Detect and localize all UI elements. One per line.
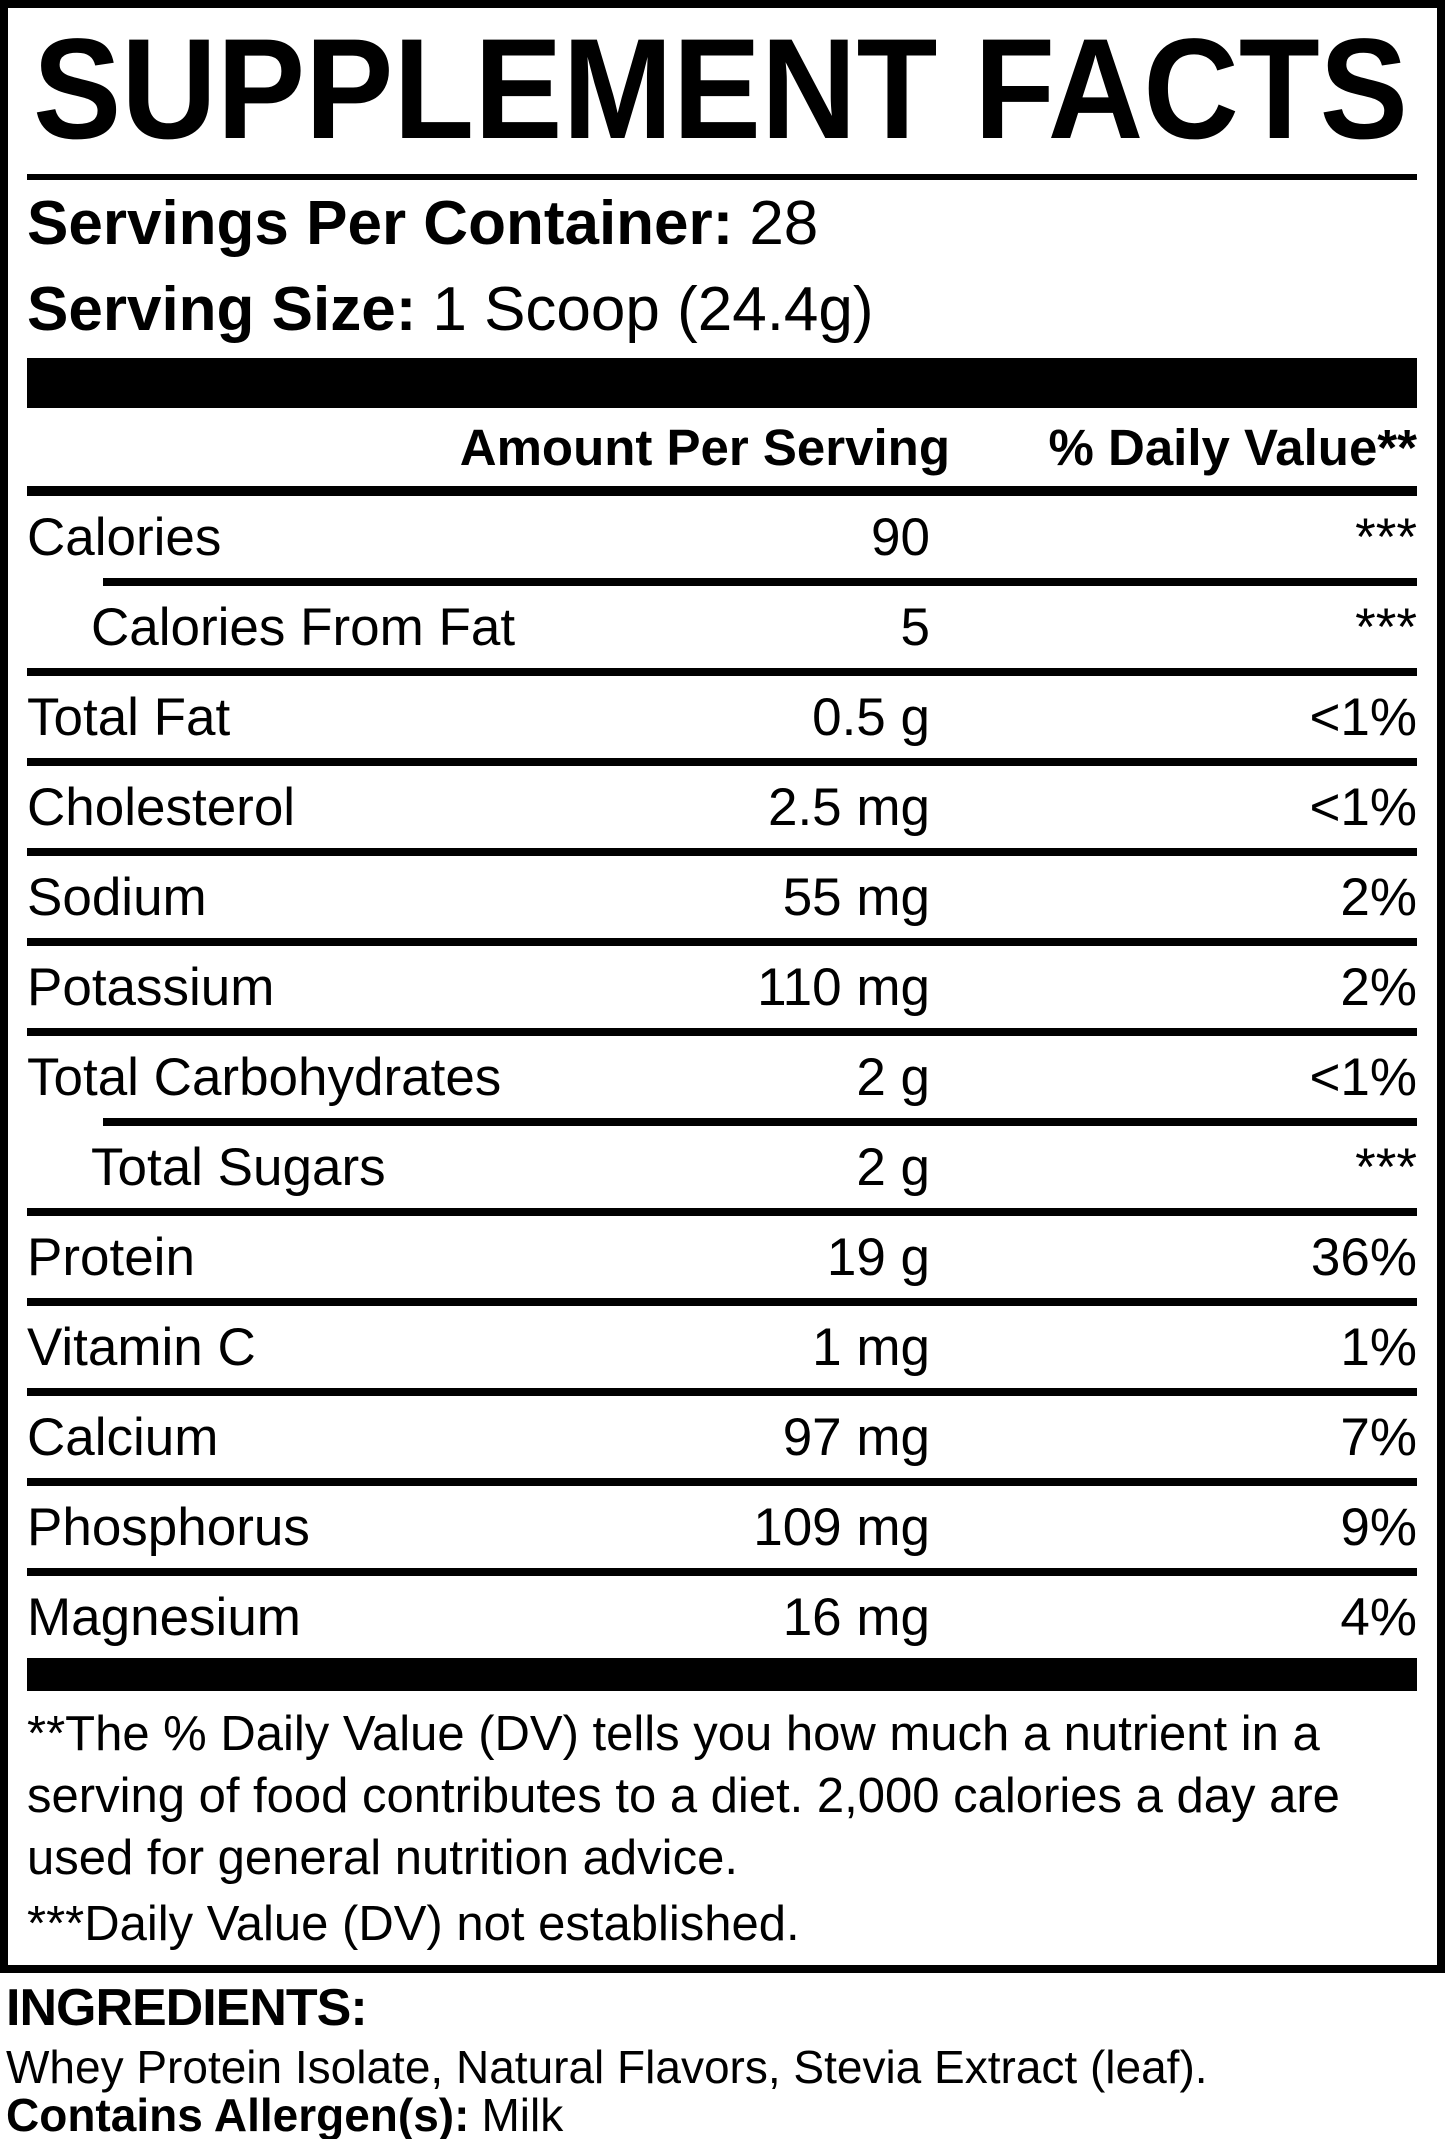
section-divider-bar-top (27, 358, 1417, 408)
row-separator (27, 1028, 1417, 1036)
row-separator (27, 1388, 1417, 1396)
row-separator (27, 1478, 1417, 1486)
panel-title-wrap: SUPPLEMENT FACTS (27, 34, 1417, 146)
serving-size-line: Serving Size: 1 Scoop (24.4g) (27, 266, 1417, 352)
row-separator (27, 1568, 1417, 1576)
footnotes: **The % Daily Value (DV) tells you how m… (27, 1691, 1417, 1955)
nutrient-amount: 2 g (856, 1137, 930, 1197)
table-row: Calories From Fat 5 *** (27, 586, 1417, 668)
nutrient-name: Total Carbohydrates (27, 1047, 502, 1107)
nutrient-amount: 110 mg (757, 957, 930, 1017)
allergen-line: Contains Allergen(s): Milk (6, 2091, 1445, 2139)
row-separator (27, 758, 1417, 766)
table-row: Calories 90 *** (27, 496, 1417, 578)
nutrient-name: Phosphorus (27, 1497, 310, 1557)
nutrient-amount: 1 mg (812, 1317, 930, 1377)
daily-value-footnote: **The % Daily Value (DV) tells you how m… (27, 1707, 1340, 1885)
panel-title-svg: SUPPLEMENT FACTS (33, 34, 1408, 146)
ingredients-list: Whey Protein Isolate, Natural Flavors, S… (6, 2041, 1208, 2093)
row-separator (27, 1208, 1417, 1216)
nutrient-name: Cholesterol (27, 777, 296, 837)
nutrient-amount: 97 mg (782, 1407, 930, 1467)
table-header-row: Amount Per Serving % Daily Value** (27, 408, 1417, 496)
nutrient-amount: 16 mg (782, 1587, 930, 1647)
serving-size-label: Serving Size: (27, 274, 417, 344)
table-row: Magnesium 16 mg 4% (27, 1576, 1417, 1658)
row-separator (27, 848, 1417, 856)
nutrient-amount: 5 (900, 597, 930, 657)
not-established-footnote: ***Daily Value (DV) not established. (27, 1897, 800, 1951)
nutrient-daily-value: 9% (1340, 1497, 1417, 1557)
nutrient-name: Vitamin C (27, 1317, 256, 1377)
row-separator (27, 668, 1417, 676)
servings-per-container-label: Servings Per Container: (27, 188, 734, 258)
nutrient-amount: 0.5 g (812, 687, 930, 747)
allergen-value: Milk (481, 2089, 564, 2139)
serving-size-value: 1 Scoop (24.4g) (432, 274, 874, 344)
section-divider-bar-bottom (27, 1658, 1417, 1691)
table-row: Sodium 55 mg 2% (27, 856, 1417, 938)
nutrient-daily-value: 4% (1340, 1587, 1417, 1647)
nutrient-amount: 109 mg (753, 1497, 930, 1557)
table-row: Total Fat 0.5 g <1% (27, 676, 1417, 758)
nutrient-name: Total Sugars (91, 1137, 386, 1197)
table-row: Phosphorus 109 mg 9% (27, 1486, 1417, 1568)
ingredients-section: INGREDIENTS: Whey Protein Isolate, Natur… (6, 1981, 1445, 2139)
nutrient-amount: 2.5 mg (767, 777, 930, 837)
nutrient-daily-value: 2% (1340, 957, 1417, 1017)
nutrient-name: Total Fat (27, 687, 231, 747)
nutrient-daily-value: *** (1355, 507, 1417, 567)
row-separator (103, 578, 1417, 586)
page-title: SUPPLEMENT FACTS (33, 34, 1408, 146)
servings-per-container-value: 28 (749, 188, 819, 258)
table-row: Cholesterol 2.5 mg <1% (27, 766, 1417, 848)
nutrient-daily-value: *** (1355, 597, 1417, 657)
row-separator (103, 1118, 1417, 1126)
nutrient-amount: 19 g (826, 1227, 930, 1287)
nutrient-name: Calcium (27, 1407, 219, 1467)
nutrient-amount: 90 (871, 507, 930, 567)
servings-per-container-line: Servings Per Container: 28 (27, 180, 1417, 266)
nutrient-daily-value: 36% (1310, 1227, 1417, 1287)
supplement-facts-panel: SUPPLEMENT FACTS Servings Per Container:… (0, 0, 1445, 1973)
nutrient-amount: 55 mg (782, 867, 930, 927)
nutrient-daily-value: <1% (1309, 777, 1417, 837)
nutrient-daily-value: 1% (1340, 1317, 1417, 1377)
nutrient-name: Sodium (27, 867, 207, 927)
table-row: Total Carbohydrates 2 g <1% (27, 1036, 1417, 1118)
nutrient-daily-value: *** (1355, 1137, 1417, 1197)
nutrient-daily-value: <1% (1309, 687, 1417, 747)
nutrient-name: Calories (27, 507, 222, 567)
row-separator (27, 1298, 1417, 1306)
allergen-label: Contains Allergen(s): (6, 2089, 470, 2139)
ingredients-heading: INGREDIENTS: (6, 1979, 368, 2037)
nutrient-name: Protein (27, 1227, 195, 1287)
nutrient-name: Calories From Fat (91, 597, 516, 657)
row-separator (27, 938, 1417, 946)
table-row: Calcium 97 mg 7% (27, 1396, 1417, 1478)
nutrient-amount: 2 g (856, 1047, 930, 1107)
nutrient-daily-value: <1% (1309, 1047, 1417, 1107)
nutrient-daily-value: 2% (1340, 867, 1417, 927)
nutrient-rows: Calories 90 *** Calories From Fat 5 *** Total … (27, 496, 1417, 1658)
amount-per-serving-header: Amount Per Serving (459, 418, 950, 476)
table-row: Potassium 110 mg 2% (27, 946, 1417, 1028)
nutrient-name: Potassium (27, 957, 275, 1017)
nutrient-daily-value: 7% (1340, 1407, 1417, 1467)
table-row: Protein 19 g 36% (27, 1216, 1417, 1298)
table-row: Vitamin C 1 mg 1% (27, 1306, 1417, 1388)
title-divider (27, 174, 1417, 180)
nutrient-name: Magnesium (27, 1587, 301, 1647)
daily-value-header: % Daily Value** (1048, 418, 1417, 476)
table-row: Total Sugars 2 g *** (27, 1126, 1417, 1208)
